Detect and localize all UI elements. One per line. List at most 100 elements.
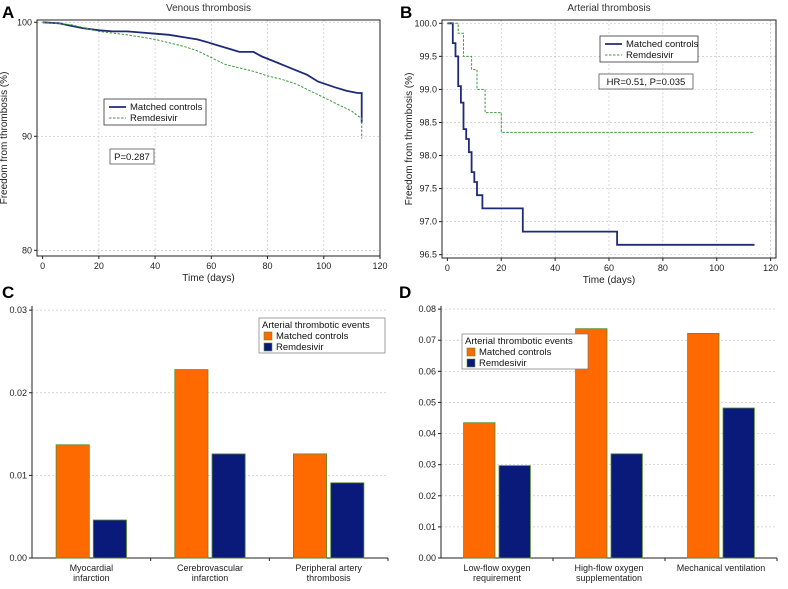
- category-label: Low-flow oxygen: [463, 563, 530, 573]
- x-axis-label: Time (days): [583, 275, 635, 286]
- legend-swatch-controls: [263, 331, 273, 341]
- category-label: thrombosis: [307, 573, 352, 583]
- y-axis-label: Freedom from thrombosis (%): [404, 73, 415, 206]
- y-tick-label: 0.06: [418, 366, 436, 376]
- category-label: Cerebrovascular: [177, 563, 243, 573]
- annotation-box: [109, 148, 155, 165]
- legend-swatch-remdesivir: [263, 342, 273, 352]
- y-tick-label: 0.07: [418, 335, 436, 345]
- legend-title: Arterial thrombotic events: [465, 336, 573, 347]
- legend-box: [461, 333, 589, 370]
- legend-title: Arterial thrombotic events: [262, 320, 370, 331]
- category-label: infarction: [192, 573, 229, 583]
- x-tick-label: 40: [550, 263, 560, 273]
- y-tick-label: 99.5: [419, 51, 437, 61]
- panel-letter-a: A: [2, 3, 14, 22]
- y-tick-label: 0.00: [418, 553, 436, 563]
- y-tick-label: 0.05: [418, 397, 436, 407]
- x-tick-label: 0: [40, 261, 45, 271]
- legend-label-remdesivir: Remdesivir: [479, 358, 527, 369]
- bar-matched-controls: [55, 444, 90, 559]
- y-tick-label: 100: [17, 17, 32, 27]
- panel-letter-b: B: [400, 3, 412, 22]
- y-axis-label: Freedom from thrombosis (%): [0, 72, 10, 205]
- y-tick-label: 0.02: [418, 491, 436, 501]
- legend-label-remdesivir: Remdesivir: [276, 342, 324, 353]
- y-tick-label: 0.01: [9, 470, 27, 480]
- legend-box: [258, 317, 386, 354]
- y-tick-label: 96.5: [419, 250, 437, 260]
- y-tick-label: 90: [22, 131, 32, 141]
- legend-box: [599, 35, 699, 63]
- bar-remdesivir: [92, 519, 127, 559]
- x-tick-label: 40: [150, 261, 160, 271]
- category-label: Mechanical ventilation: [677, 563, 766, 573]
- category-label: supplementation: [576, 573, 642, 583]
- x-tick-label: 20: [94, 261, 104, 271]
- bar-matched-controls: [463, 422, 496, 559]
- y-tick-label: 0.03: [418, 460, 436, 470]
- oxygen-support-bar-chart: 0.00 0.01 0.02 0.03 0.04 0.05 0.06 0.07 0.08 Low-…: [418, 304, 778, 583]
- chart-title: Arterial thrombosis: [567, 3, 650, 14]
- matched-controls-curve: [42, 21, 363, 123]
- y-tick-label: 98.0: [419, 151, 437, 161]
- y-tick-label: 0.01: [418, 522, 436, 532]
- y-tick-label: 0.03: [9, 305, 27, 315]
- legend-box: [103, 98, 207, 126]
- x-tick-label: 80: [263, 261, 273, 271]
- plot-frame: [36, 19, 381, 257]
- bar-remdesivir: [211, 453, 246, 559]
- legend-swatch-remdesivir: [466, 358, 476, 368]
- legend-label-controls: Matched controls: [276, 331, 349, 342]
- x-tick-label: 100: [316, 261, 331, 271]
- y-tick-label: 0.02: [9, 388, 27, 398]
- category-label: requirement: [473, 573, 522, 583]
- venous-thrombosis-chart: 0 20 40 60 80 100 120 80 90 100 Venous thrombosis T…: [0, 3, 388, 284]
- panel-letter-d: D: [399, 283, 411, 302]
- legend-label-controls: Matched controls: [626, 39, 699, 50]
- x-tick-label: 120: [372, 261, 387, 271]
- x-tick-label: 60: [206, 261, 216, 271]
- x-axis-label: Time (days): [182, 273, 234, 284]
- bar-remdesivir: [330, 482, 365, 559]
- bar-remdesivir: [610, 453, 643, 559]
- panel-letter-c: C: [2, 283, 14, 302]
- annotation-box: [598, 73, 694, 90]
- bar-remdesivir: [498, 465, 531, 559]
- bar-matched-controls: [174, 369, 209, 559]
- legend-label-controls: Matched controls: [479, 347, 552, 358]
- x-tick-label: 100: [709, 263, 724, 273]
- y-tick-label: 97.5: [419, 184, 437, 194]
- y-tick-label: 99.0: [419, 84, 437, 94]
- remdesivir-curve: [447, 22, 755, 133]
- y-tick-label: 0.00: [9, 553, 27, 563]
- y-tick-label: 80: [22, 245, 32, 255]
- category-label: Myocardial: [70, 563, 114, 573]
- legend-label-remdesivir: Remdesivir: [626, 50, 674, 61]
- x-tick-label: 20: [496, 263, 506, 273]
- annotation-text: P=0.287: [114, 152, 150, 163]
- matched-controls-curve: [447, 22, 755, 246]
- annotation-text: HR=0.51, P=0.035: [607, 77, 686, 88]
- chart-title: Venous thrombosis: [166, 3, 251, 14]
- arterial-thrombosis-chart: 0 20 40 60 80 100 120 96.5 97.0 97.5 98.0 98.5 99.0 9…: [404, 3, 778, 286]
- x-tick-label: 60: [604, 263, 614, 273]
- arterial-events-bar-chart: 0.000.010.020.03MyocardialinfarctionCere…: [9, 305, 389, 583]
- bar-remdesivir: [722, 407, 755, 559]
- x-tick-label: 120: [763, 263, 778, 273]
- legend-label-controls: Matched controls: [130, 102, 203, 113]
- y-tick-label: 0.08: [418, 304, 436, 314]
- x-tick-label: 80: [658, 263, 668, 273]
- y-tick-label: 98.5: [419, 117, 437, 127]
- y-tick-label: 0.04: [418, 429, 436, 439]
- category-label: High-flow oxygen: [574, 563, 643, 573]
- legend-label-remdesivir: Remdesivir: [130, 113, 178, 124]
- legend-swatch-controls: [466, 347, 476, 357]
- bar-matched-controls: [687, 332, 720, 559]
- y-tick-label: 100.0: [414, 18, 437, 28]
- y-tick-label: 97.0: [419, 217, 437, 227]
- category-label: infarction: [73, 573, 110, 583]
- category-label: Peripheral artery: [295, 563, 362, 573]
- bar-matched-controls: [292, 453, 327, 559]
